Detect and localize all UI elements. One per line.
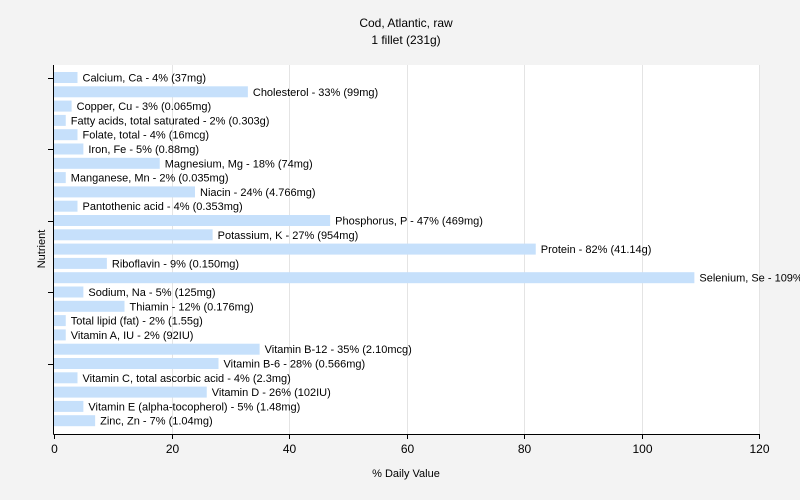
bar-label: Vitamin A, IU - 2% (92IU): [71, 330, 194, 342]
bar-label: Iron, Fe - 5% (0.88mg): [88, 144, 199, 156]
bar: [54, 286, 84, 298]
bar: [54, 415, 96, 427]
bar: [54, 300, 125, 312]
bar: [54, 143, 84, 155]
bar: [54, 114, 66, 126]
bar-label: Protein - 82% (41.14g): [541, 244, 652, 256]
bar: [54, 372, 78, 384]
x-tick-label: 80: [518, 442, 532, 456]
bar-label: Riboflavin - 9% (0.150mg): [112, 258, 239, 270]
bars: Calcium, Ca - 4% (37mg) Cholesterol - 33%…: [54, 72, 800, 428]
bar-label: Total lipid (fat) - 2% (1.55g): [71, 316, 203, 328]
x-tick-label: 120: [749, 442, 769, 456]
bar-label: Potassium, K - 27% (954mg): [218, 230, 359, 242]
x-axis-label: % Daily Value: [372, 468, 440, 480]
bar: [54, 129, 78, 141]
bar-label: Phosphorus, P - 47% (469mg): [335, 216, 483, 228]
x-tick-label: 100: [632, 442, 652, 456]
bar-label: Magnesium, Mg - 18% (74mg): [165, 158, 313, 170]
bar-label: Copper, Cu - 3% (0.065mg): [77, 101, 212, 113]
bar-label: Niacin - 24% (4.766mg): [200, 187, 316, 199]
bar: [54, 200, 78, 212]
bar: [54, 215, 331, 226]
x-tick-label: 0: [51, 442, 58, 456]
bar: [54, 257, 107, 269]
bar-label: Calcium, Ca - 4% (37mg): [83, 73, 206, 85]
bar-label: Pantothenic acid - 4% (0.353mg): [83, 201, 243, 213]
bar-label: Vitamin E (alpha-tocopherol) - 5% (1.48m…: [88, 401, 300, 413]
bar-label: Vitamin B-6 - 28% (0.566mg): [224, 359, 366, 371]
bar-label: Cholesterol - 33% (99mg): [253, 87, 378, 99]
bar-label: Thiamin - 12% (0.176mg): [130, 301, 254, 313]
bar: [54, 358, 219, 369]
bar: [54, 86, 248, 98]
bar: [54, 229, 213, 241]
bar-label: Folate, total - 4% (16mcg): [83, 130, 210, 142]
y-axis-label: Nutrient: [36, 230, 48, 269]
bar: [54, 386, 207, 398]
x-tick-label: 60: [401, 442, 415, 456]
bar: [54, 172, 66, 184]
bar-label: Vitamin B-12 - 35% (2.10mcg): [265, 344, 412, 356]
bar: [54, 272, 695, 284]
bar: [54, 186, 195, 198]
bar-label: Manganese, Mn - 2% (0.035mg): [71, 173, 229, 185]
bar: [54, 400, 84, 412]
bar: [54, 72, 78, 83]
bar: [54, 243, 536, 255]
bar-label: Sodium, Na - 5% (125mg): [88, 287, 215, 299]
axes: 0 20 40 60 80 100 120: [48, 65, 770, 456]
bar: [54, 100, 72, 112]
x-tick-label: 40: [283, 442, 297, 456]
bar: [54, 329, 66, 341]
bar-label: Selenium, Se - 109% (76.5mcg): [699, 273, 800, 285]
x-tick-label: 20: [166, 442, 180, 456]
chart-subtitle: 1 fillet (231g): [371, 33, 440, 47]
chart-title: Cod, Atlantic, raw: [359, 16, 453, 30]
bar-label: Vitamin C, total ascorbic acid - 4% (2.3…: [83, 373, 291, 385]
bar: [54, 157, 160, 169]
bar-label: Vitamin D - 26% (102IU): [212, 387, 331, 399]
bar-label: Fatty acids, total saturated - 2% (0.303…: [71, 115, 270, 127]
bar: [54, 343, 260, 355]
bar: [54, 315, 66, 327]
bar-label: Zinc, Zn - 7% (1.04mg): [100, 416, 212, 428]
